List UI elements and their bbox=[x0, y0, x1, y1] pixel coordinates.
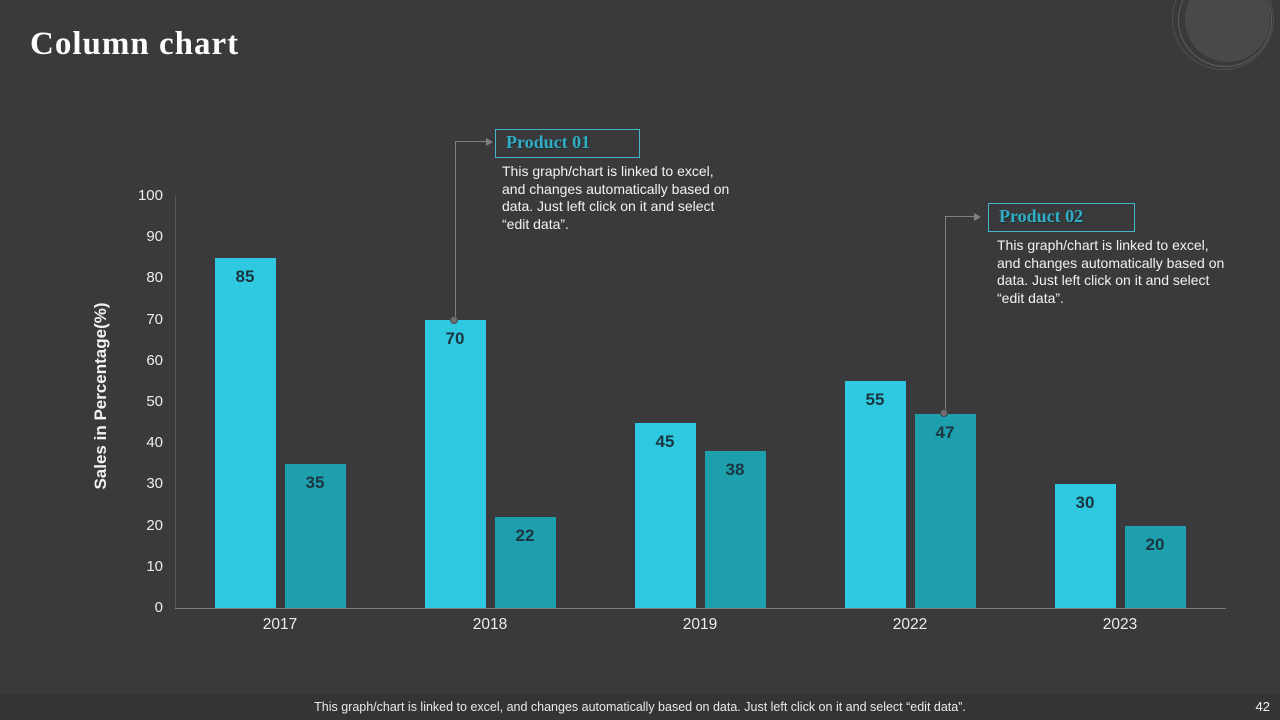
bar-product-01-2023[interactable]: 30 bbox=[1054, 484, 1116, 608]
callout2-title: Product 02 bbox=[999, 206, 1084, 226]
bar-value-label: 22 bbox=[515, 526, 535, 546]
bar-product-01-2022[interactable]: 55 bbox=[844, 381, 906, 608]
bar-product-01-2018[interactable]: 70 bbox=[424, 319, 486, 608]
bar-product-01-2017[interactable]: 85 bbox=[214, 257, 276, 608]
bar-value-label: 45 bbox=[655, 431, 675, 451]
x-axis-label-2023: 2023 bbox=[1102, 616, 1138, 633]
y-tick-80: 80 bbox=[146, 269, 163, 287]
callout1-anchor-dot-icon bbox=[450, 316, 458, 324]
bar-group-2018: 70 22 bbox=[385, 196, 595, 608]
slide-title: Column chart bbox=[30, 26, 240, 62]
callout1-connector-line bbox=[455, 141, 456, 321]
callout1-connector-line bbox=[455, 141, 486, 142]
bar-value-label: 47 bbox=[935, 423, 955, 443]
callout1-arrow-icon bbox=[486, 138, 493, 146]
callout1-title-box: Product 01 bbox=[495, 129, 640, 158]
bar-group-2022: 55 47 bbox=[805, 196, 1015, 608]
callout1-title: Product 01 bbox=[506, 132, 591, 152]
bar-product-02-2023[interactable]: 20 bbox=[1124, 525, 1186, 608]
bar-product-02-2022[interactable]: 47 bbox=[914, 414, 976, 608]
y-tick-90: 90 bbox=[146, 228, 163, 246]
bar-value-label: 35 bbox=[305, 472, 325, 492]
column-chart-plot[interactable]: 85 35 70 22 45 38 55 47 30 20 bbox=[175, 196, 1225, 608]
bar-product-02-2019[interactable]: 38 bbox=[704, 451, 766, 608]
bar-value-label: 20 bbox=[1145, 534, 1165, 554]
x-axis-label-2019: 2019 bbox=[682, 616, 718, 633]
x-axis-label-2022: 2022 bbox=[892, 616, 928, 633]
callout2-connector-line bbox=[945, 216, 946, 414]
bar-product-02-2017[interactable]: 35 bbox=[284, 463, 346, 608]
callout2-title-box: Product 02 bbox=[988, 203, 1135, 232]
callout2-body-text: This graph/chart is linked to excel, and… bbox=[997, 237, 1225, 306]
callout2-anchor-dot-icon bbox=[940, 409, 948, 417]
y-tick-0: 0 bbox=[154, 599, 163, 616]
footer-bar: This graph/chart is linked to excel, and… bbox=[0, 694, 1280, 720]
y-tick-60: 60 bbox=[146, 351, 163, 369]
y-tick-100: 100 bbox=[137, 187, 163, 204]
callout2-connector-line bbox=[945, 216, 974, 217]
page-number: 42 bbox=[1255, 699, 1270, 714]
x-axis-line bbox=[175, 608, 1226, 609]
bar-product-02-2018[interactable]: 22 bbox=[494, 517, 556, 608]
bar-group-2017: 85 35 bbox=[175, 196, 385, 608]
bar-value-label: 85 bbox=[235, 266, 255, 286]
bar-product-01-2019[interactable]: 45 bbox=[634, 422, 696, 608]
y-tick-10: 10 bbox=[146, 557, 163, 575]
x-axis-label-2018: 2018 bbox=[472, 616, 508, 633]
y-tick-30: 30 bbox=[146, 475, 163, 493]
y-axis-title: Sales in Percentage(%) bbox=[91, 302, 110, 490]
footer-note: This graph/chart is linked to excel, and… bbox=[314, 700, 966, 714]
y-axis-ticks: 0 10 20 30 40 50 60 70 80 90 100 bbox=[110, 187, 163, 616]
callout2-arrow-icon bbox=[974, 213, 981, 221]
bar-value-label: 70 bbox=[445, 328, 465, 348]
bar-value-label: 38 bbox=[725, 460, 745, 480]
bar-group-2019: 45 38 bbox=[595, 196, 805, 608]
bar-group-2023: 30 20 bbox=[1015, 196, 1225, 608]
y-tick-40: 40 bbox=[146, 434, 163, 452]
bar-value-label: 30 bbox=[1075, 493, 1095, 513]
y-axis-line bbox=[175, 196, 176, 608]
x-axis-label-2017: 2017 bbox=[262, 616, 298, 633]
callout1-body-text: This graph/chart is linked to excel, and… bbox=[502, 163, 730, 232]
x-axis-labels: 2017 2018 2019 2022 2023 bbox=[175, 616, 1225, 634]
y-tick-50: 50 bbox=[146, 393, 163, 410]
bar-value-label: 55 bbox=[865, 390, 885, 410]
y-tick-20: 20 bbox=[146, 516, 163, 534]
y-tick-70: 70 bbox=[146, 310, 163, 328]
